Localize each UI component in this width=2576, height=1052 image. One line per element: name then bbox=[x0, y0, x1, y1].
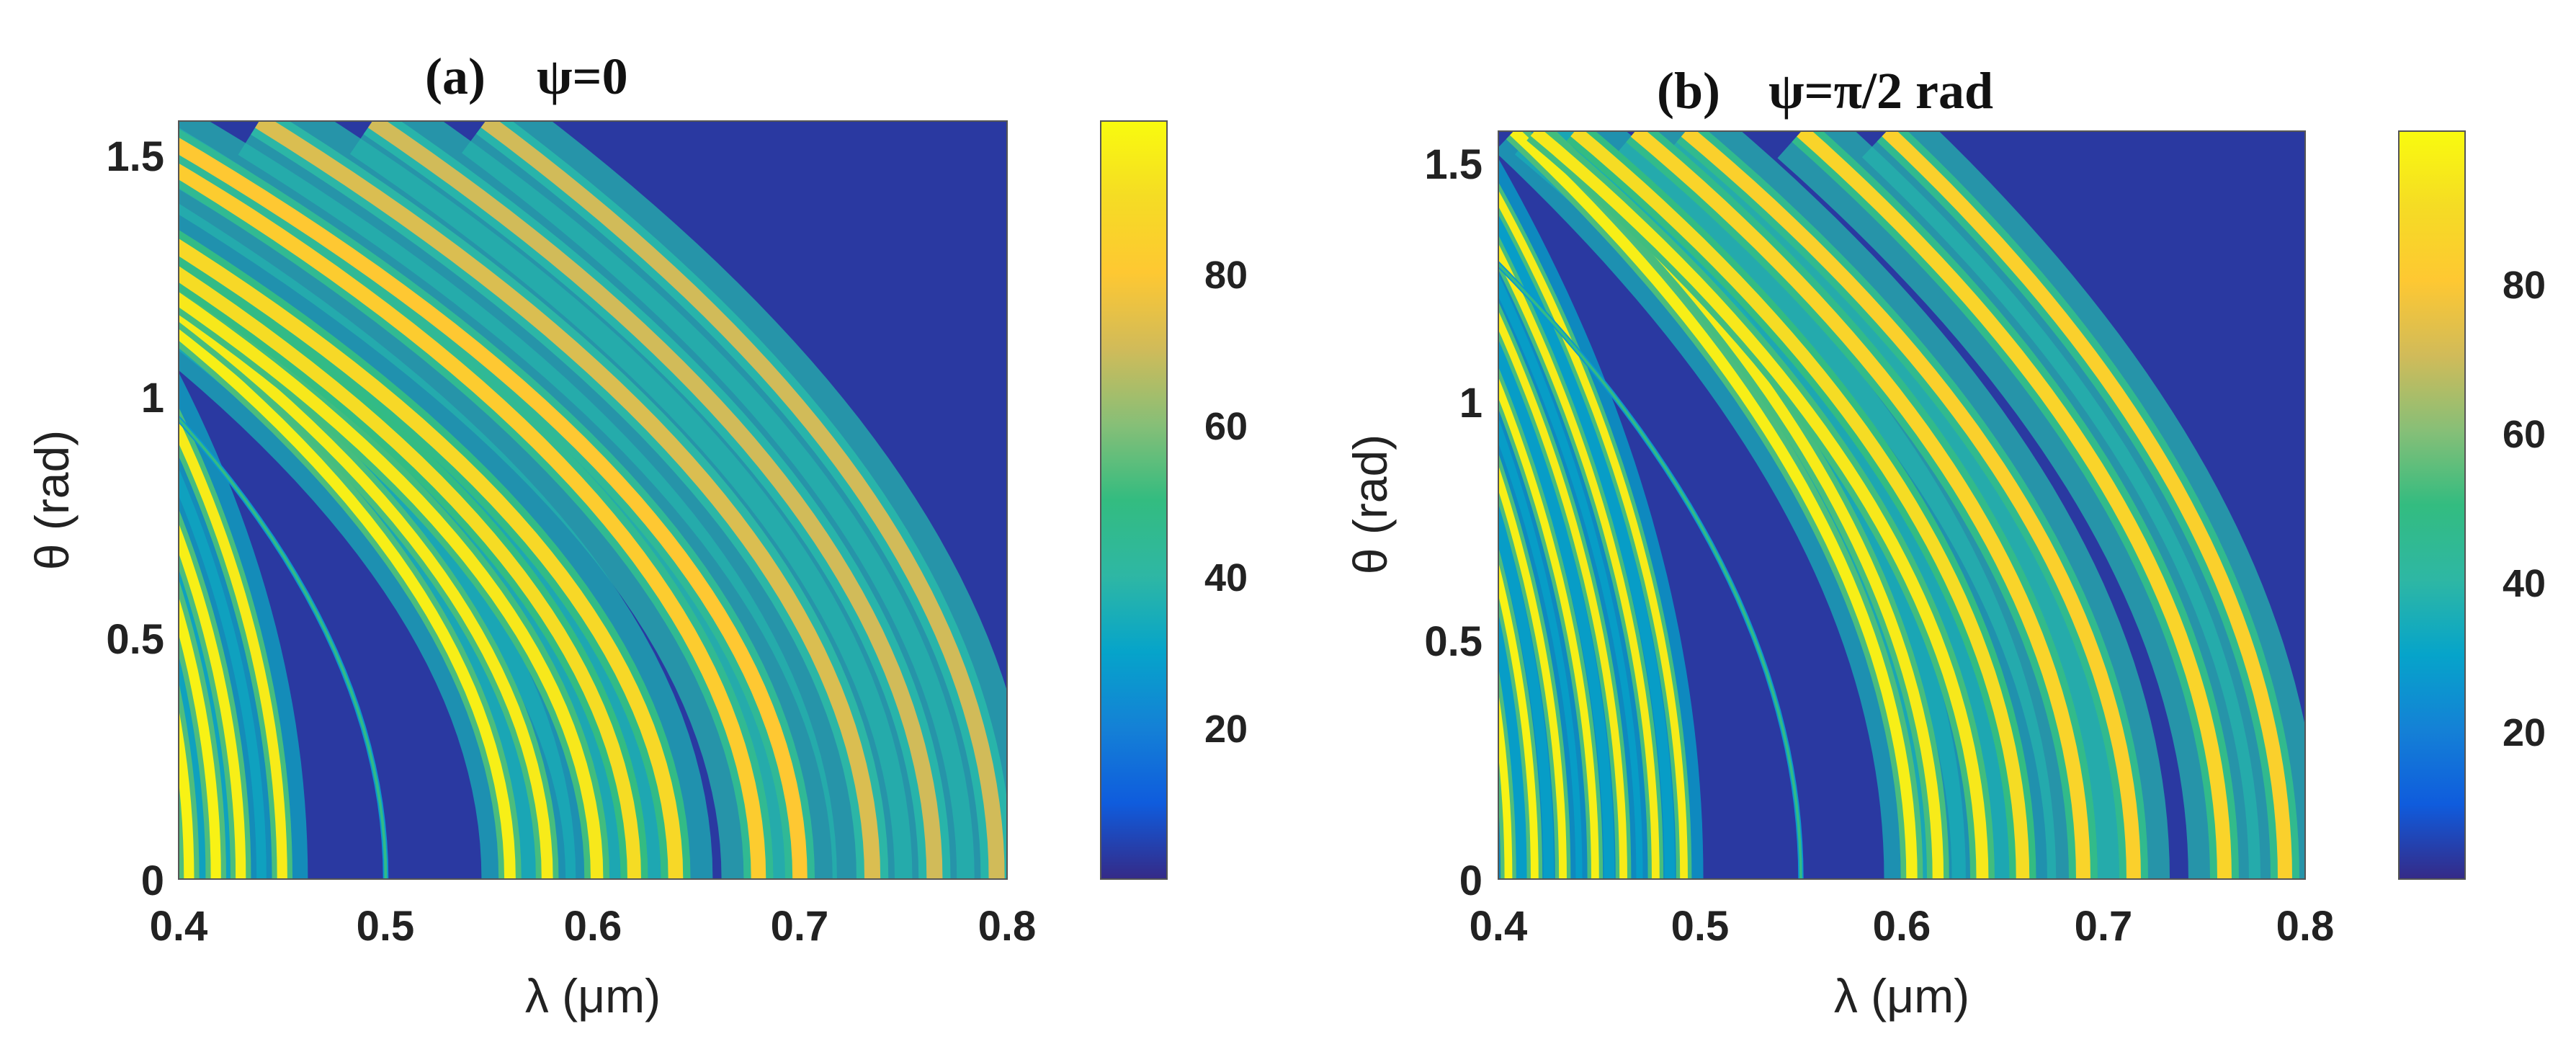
band-core-8 bbox=[179, 266, 641, 879]
cbtick-b-1: 40 bbox=[2503, 562, 2546, 605]
cbtick-b-0: 20 bbox=[2503, 711, 2546, 754]
cbtick-b-2: 60 bbox=[2503, 413, 2546, 456]
x-axis-label-a: λ (μm) bbox=[525, 969, 661, 1022]
xtick-a-2: 0.6 bbox=[564, 903, 622, 950]
band-core-4 bbox=[1498, 311, 1627, 879]
xtick-b-1: 0.5 bbox=[1671, 903, 1730, 950]
band-core-2 bbox=[179, 523, 246, 879]
heatmap-b bbox=[1498, 131, 2305, 879]
band-core-1 bbox=[1498, 561, 1539, 879]
band-core-10 bbox=[1530, 131, 1989, 879]
cbtick-a-2: 60 bbox=[1204, 405, 1248, 448]
band-core-12 bbox=[1630, 131, 2090, 879]
cbtick-a-3: 80 bbox=[1204, 254, 1248, 297]
ytick-b-0: 0 bbox=[1459, 857, 1482, 904]
band-core-6 bbox=[1498, 190, 1688, 879]
panel-b-title: ψ=π/2 rad bbox=[1768, 62, 1993, 120]
band-core-2 bbox=[1498, 465, 1567, 879]
colorbar-a bbox=[1100, 120, 1168, 880]
panel-a-label: (a) bbox=[425, 48, 486, 105]
band-core-1 bbox=[179, 596, 221, 879]
xtick-b-4: 0.8 bbox=[2276, 903, 2335, 950]
xtick-a-3: 0.7 bbox=[771, 903, 829, 950]
band-core-8 bbox=[1510, 131, 1918, 879]
xtick-b-0: 0.4 bbox=[1470, 903, 1528, 950]
ytick-a-0: 0 bbox=[141, 857, 164, 904]
band-core-5 bbox=[1498, 244, 1660, 879]
cbtick-a-1: 40 bbox=[1204, 556, 1248, 599]
ytick-a-3: 1.5 bbox=[106, 133, 164, 180]
band-core-7 bbox=[179, 292, 604, 879]
ytick-a-1: 0.5 bbox=[106, 616, 164, 663]
panel-a: (a) ψ=0 0 0.5 1 1.5 0.4 0.5 0.6 0.7 0.8 … bbox=[25, 48, 1248, 1022]
panel-a-title: ψ=0 bbox=[537, 48, 628, 105]
band-core-3 bbox=[1498, 377, 1599, 879]
band-core-12 bbox=[255, 121, 881, 879]
ytick-a-2: 1 bbox=[141, 375, 164, 422]
band-core-0 bbox=[179, 708, 194, 879]
y-axis-label-a: θ (rad) bbox=[25, 430, 79, 570]
band-core-5 bbox=[179, 326, 516, 879]
band-core-3 bbox=[179, 419, 287, 879]
xtick-b-3: 0.7 bbox=[2075, 903, 2133, 950]
panel-b: (b) ψ=π/2 rad 0 0.5 1 1.5 0.4 0.5 0.6 0.… bbox=[1343, 62, 2546, 1022]
heatmap-a bbox=[179, 121, 1007, 879]
band-core-4 bbox=[179, 416, 388, 879]
band-core-13 bbox=[367, 121, 943, 879]
band-core-0 bbox=[1498, 692, 1513, 879]
band-core-11 bbox=[179, 137, 808, 879]
band-core-15 bbox=[1882, 131, 2292, 879]
plot-frame-a bbox=[178, 120, 1008, 880]
band-core-13 bbox=[1681, 131, 2141, 879]
band-core-10 bbox=[179, 162, 766, 879]
band-core-14 bbox=[480, 121, 1005, 879]
band-core-14 bbox=[1797, 131, 2232, 879]
xtick-a-4: 0.8 bbox=[978, 903, 1037, 950]
plot-frame-b bbox=[1498, 130, 2306, 880]
panel-b-label: (b) bbox=[1657, 62, 1720, 120]
xtick-b-2: 0.6 bbox=[1873, 903, 1931, 950]
band-core-6 bbox=[179, 307, 553, 879]
ytick-b-1: 0.5 bbox=[1424, 618, 1482, 665]
ytick-b-2: 1 bbox=[1459, 380, 1482, 427]
colorbar-b bbox=[2398, 130, 2466, 880]
y-axis-label-b: θ (rad) bbox=[1343, 434, 1397, 574]
cbtick-a-0: 20 bbox=[1204, 708, 1248, 751]
xtick-a-0: 0.4 bbox=[150, 903, 208, 950]
band-core-7 bbox=[1498, 262, 1802, 879]
ytick-b-3: 1.5 bbox=[1424, 141, 1482, 188]
cbtick-b-3: 80 bbox=[2503, 264, 2546, 307]
band-core-11 bbox=[1570, 131, 2030, 879]
xtick-a-1: 0.5 bbox=[357, 903, 415, 950]
x-axis-label-b: λ (μm) bbox=[1834, 969, 1969, 1022]
